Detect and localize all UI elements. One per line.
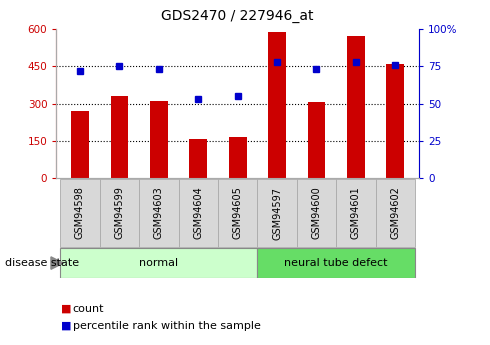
FancyBboxPatch shape — [60, 179, 99, 247]
FancyBboxPatch shape — [139, 179, 178, 247]
Polygon shape — [51, 257, 63, 269]
Bar — [308, 102, 325, 178]
Text: neural tube defect: neural tube defect — [284, 258, 388, 268]
Bar — [71, 111, 89, 178]
FancyBboxPatch shape — [99, 179, 139, 247]
FancyBboxPatch shape — [257, 248, 415, 278]
Bar — [189, 139, 207, 178]
Text: GSM94601: GSM94601 — [351, 187, 361, 239]
Text: GSM94603: GSM94603 — [154, 187, 164, 239]
Text: count: count — [73, 304, 104, 314]
Bar — [347, 36, 365, 178]
Text: percentile rank within the sample: percentile rank within the sample — [73, 321, 260, 331]
Text: disease state: disease state — [5, 258, 79, 268]
Bar — [387, 64, 404, 178]
Text: GSM94598: GSM94598 — [75, 187, 85, 239]
Bar — [150, 101, 168, 178]
Text: GSM94599: GSM94599 — [114, 187, 124, 239]
Bar — [268, 32, 286, 178]
Text: GSM94602: GSM94602 — [391, 187, 400, 239]
Text: ■: ■ — [61, 321, 72, 331]
Text: GSM94604: GSM94604 — [193, 187, 203, 239]
Text: GSM94597: GSM94597 — [272, 187, 282, 239]
Bar — [111, 96, 128, 178]
Text: GSM94605: GSM94605 — [233, 187, 243, 239]
FancyBboxPatch shape — [60, 248, 257, 278]
Text: GSM94600: GSM94600 — [312, 187, 321, 239]
Bar — [229, 137, 246, 178]
FancyBboxPatch shape — [376, 179, 415, 247]
FancyBboxPatch shape — [297, 179, 336, 247]
FancyBboxPatch shape — [336, 179, 376, 247]
FancyBboxPatch shape — [218, 179, 257, 247]
Text: normal: normal — [139, 258, 178, 268]
Text: ■: ■ — [61, 304, 72, 314]
Text: GDS2470 / 227946_at: GDS2470 / 227946_at — [161, 9, 314, 23]
FancyBboxPatch shape — [257, 179, 297, 247]
FancyBboxPatch shape — [178, 179, 218, 247]
